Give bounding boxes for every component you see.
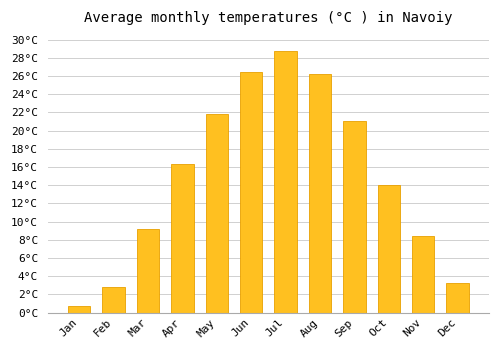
Bar [171,164,194,313]
Bar [240,72,262,313]
Bar [309,74,331,313]
Bar [274,51,297,313]
Bar [102,287,124,313]
Bar [68,306,90,313]
Bar [343,121,365,313]
Bar [412,236,434,313]
Title: Average monthly temperatures (°C ) in Navoiy: Average monthly temperatures (°C ) in Na… [84,11,452,25]
Bar [378,185,400,313]
Bar [446,282,469,313]
Bar [136,229,159,313]
Bar [206,114,228,313]
